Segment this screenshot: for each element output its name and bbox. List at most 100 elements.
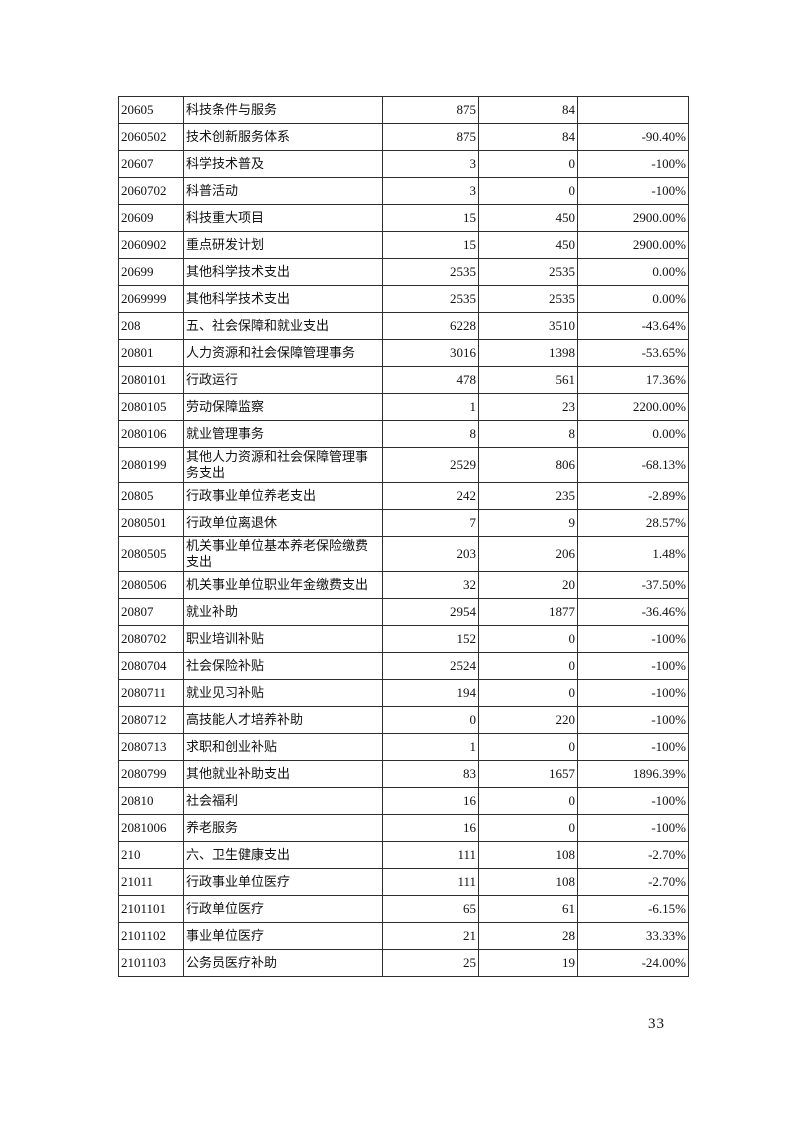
budget-amount-1-cell: 194 bbox=[382, 679, 479, 707]
table-row: 2080704 社会保险补贴 2524 0 -100% bbox=[118, 652, 689, 680]
budget-amount-2-cell: 23 bbox=[478, 393, 578, 421]
budget-amount-1-cell: 1 bbox=[382, 393, 479, 421]
budget-code-cell: 20609 bbox=[118, 204, 184, 232]
table-row: 2080713 求职和创业补贴 1 0 -100% bbox=[118, 733, 689, 761]
budget-code-cell: 21011 bbox=[118, 868, 184, 896]
budget-code-cell: 2101101 bbox=[118, 895, 184, 923]
budget-amount-2-cell: 0 bbox=[478, 625, 578, 653]
budget-change-pct-cell: 0.00% bbox=[577, 420, 689, 448]
budget-amount-1-cell: 25 bbox=[382, 949, 479, 977]
budget-item-name-cell: 人力资源和社会保障管理事务 bbox=[183, 339, 383, 367]
budget-amount-2-cell: 3510 bbox=[478, 312, 578, 340]
budget-amount-1-cell: 8 bbox=[382, 420, 479, 448]
budget-amount-2-cell: 220 bbox=[478, 706, 578, 734]
table-row: 2080505 机关事业单位基本养老保险缴费支出 203 206 1.48% bbox=[118, 536, 689, 572]
budget-change-pct-cell bbox=[577, 96, 689, 124]
budget-amount-2-cell: 0 bbox=[478, 150, 578, 178]
budget-item-name-cell: 其他科学技术支出 bbox=[183, 258, 383, 286]
table-row: 2101102 事业单位医疗 21 28 33.33% bbox=[118, 922, 689, 950]
budget-amount-2-cell: 9 bbox=[478, 509, 578, 537]
budget-amount-1-cell: 15 bbox=[382, 231, 479, 259]
budget-change-pct-cell: -36.46% bbox=[577, 598, 689, 626]
budget-amount-2-cell: 108 bbox=[478, 868, 578, 896]
table-row: 2080712 高技能人才培养补助 0 220 -100% bbox=[118, 706, 689, 734]
budget-change-pct-cell: 2900.00% bbox=[577, 231, 689, 259]
table-row: 2081006 养老服务 16 0 -100% bbox=[118, 814, 689, 842]
budget-code-cell: 2080101 bbox=[118, 366, 184, 394]
budget-item-name-cell: 科技条件与服务 bbox=[183, 96, 383, 124]
budget-amount-1-cell: 875 bbox=[382, 96, 479, 124]
budget-item-name-cell: 求职和创业补贴 bbox=[183, 733, 383, 761]
budget-code-cell: 2080711 bbox=[118, 679, 184, 707]
budget-amount-2-cell: 1398 bbox=[478, 339, 578, 367]
budget-change-pct-cell: -100% bbox=[577, 150, 689, 178]
budget-amount-1-cell: 152 bbox=[382, 625, 479, 653]
budget-amount-1-cell: 32 bbox=[382, 571, 479, 599]
budget-code-cell: 2080702 bbox=[118, 625, 184, 653]
budget-change-pct-cell: -2.89% bbox=[577, 482, 689, 510]
table-row: 2080105 劳动保障监察 1 23 2200.00% bbox=[118, 393, 689, 421]
budget-change-pct-cell: 0.00% bbox=[577, 258, 689, 286]
budget-change-pct-cell: 2900.00% bbox=[577, 204, 689, 232]
budget-amount-2-cell: 0 bbox=[478, 787, 578, 815]
table-row: 2060502 技术创新服务体系 875 84 -90.40% bbox=[118, 123, 689, 151]
table-row: 2080106 就业管理事务 8 8 0.00% bbox=[118, 420, 689, 448]
budget-item-name-cell: 重点研发计划 bbox=[183, 231, 383, 259]
table-row: 20801 人力资源和社会保障管理事务 3016 1398 -53.65% bbox=[118, 339, 689, 367]
budget-code-cell: 20699 bbox=[118, 258, 184, 286]
budget-change-pct-cell: -100% bbox=[577, 652, 689, 680]
budget-change-pct-cell: -6.15% bbox=[577, 895, 689, 923]
table-row: 2080506 机关事业单位职业年金缴费支出 32 20 -37.50% bbox=[118, 571, 689, 599]
budget-item-name-cell: 科普活动 bbox=[183, 177, 383, 205]
budget-amount-2-cell: 2535 bbox=[478, 285, 578, 313]
budget-code-cell: 2080199 bbox=[118, 447, 184, 483]
budget-change-pct-cell: 2200.00% bbox=[577, 393, 689, 421]
budget-change-pct-cell: -24.00% bbox=[577, 949, 689, 977]
table-row: 21011 行政事业单位医疗 111 108 -2.70% bbox=[118, 868, 689, 896]
budget-amount-2-cell: 61 bbox=[478, 895, 578, 923]
budget-amount-1-cell: 242 bbox=[382, 482, 479, 510]
budget-code-cell: 2080713 bbox=[118, 733, 184, 761]
table-row: 2080501 行政单位离退休 7 9 28.57% bbox=[118, 509, 689, 537]
budget-amount-1-cell: 7 bbox=[382, 509, 479, 537]
table-row: 2101103 公务员医疗补助 25 19 -24.00% bbox=[118, 949, 689, 977]
budget-amount-2-cell: 450 bbox=[478, 204, 578, 232]
budget-change-pct-cell: -100% bbox=[577, 787, 689, 815]
table-row: 20607 科学技术普及 3 0 -100% bbox=[118, 150, 689, 178]
budget-code-cell: 2060702 bbox=[118, 177, 184, 205]
table-row: 210 六、卫生健康支出 111 108 -2.70% bbox=[118, 841, 689, 869]
budget-amount-1-cell: 21 bbox=[382, 922, 479, 950]
budget-change-pct-cell: 28.57% bbox=[577, 509, 689, 537]
budget-change-pct-cell: -100% bbox=[577, 706, 689, 734]
budget-amount-1-cell: 478 bbox=[382, 366, 479, 394]
budget-item-name-cell: 社会保险补贴 bbox=[183, 652, 383, 680]
budget-code-cell: 20807 bbox=[118, 598, 184, 626]
budget-item-name-cell: 行政单位医疗 bbox=[183, 895, 383, 923]
budget-amount-2-cell: 1877 bbox=[478, 598, 578, 626]
budget-code-cell: 2080704 bbox=[118, 652, 184, 680]
page-number: 33 bbox=[648, 1016, 665, 1032]
budget-amount-2-cell: 19 bbox=[478, 949, 578, 977]
budget-code-cell: 208 bbox=[118, 312, 184, 340]
budget-code-cell: 20605 bbox=[118, 96, 184, 124]
budget-code-cell: 20801 bbox=[118, 339, 184, 367]
table-row: 20805 行政事业单位养老支出 242 235 -2.89% bbox=[118, 482, 689, 510]
budget-amount-2-cell: 0 bbox=[478, 177, 578, 205]
budget-item-name-cell: 社会福利 bbox=[183, 787, 383, 815]
budget-change-pct-cell: -37.50% bbox=[577, 571, 689, 599]
budget-amount-2-cell: 561 bbox=[478, 366, 578, 394]
budget-amount-1-cell: 111 bbox=[382, 841, 479, 869]
budget-item-name-cell: 就业管理事务 bbox=[183, 420, 383, 448]
budget-amount-2-cell: 0 bbox=[478, 814, 578, 842]
budget-item-name-cell: 其他科学技术支出 bbox=[183, 285, 383, 313]
budget-amount-2-cell: 206 bbox=[478, 536, 578, 572]
budget-amount-2-cell: 84 bbox=[478, 123, 578, 151]
budget-amount-1-cell: 2954 bbox=[382, 598, 479, 626]
budget-change-pct-cell: -100% bbox=[577, 679, 689, 707]
budget-code-cell: 2080505 bbox=[118, 536, 184, 572]
budget-item-name-cell: 养老服务 bbox=[183, 814, 383, 842]
table-row: 20807 就业补助 2954 1877 -36.46% bbox=[118, 598, 689, 626]
table-row: 2080101 行政运行 478 561 17.36% bbox=[118, 366, 689, 394]
budget-change-pct-cell: 17.36% bbox=[577, 366, 689, 394]
